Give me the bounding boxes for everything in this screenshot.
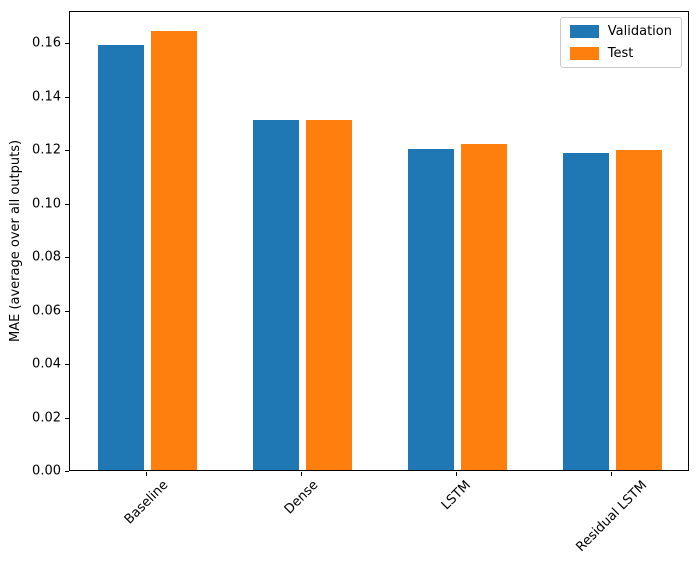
x-tick-label-dense: Dense: [281, 477, 322, 518]
bar-test-residual-lstm: [615, 150, 663, 470]
legend-label-test: Test: [607, 46, 634, 61]
y-tick-mark: [65, 471, 69, 472]
bar-validation-residual-lstm: [562, 153, 610, 470]
bar-validation-lstm: [407, 149, 455, 470]
y-tick-mark: [65, 417, 69, 419]
bar-test-dense: [305, 119, 353, 470]
y-tick-mark: [65, 96, 69, 98]
bar-test-lstm: [460, 143, 508, 470]
legend: Validation Test: [559, 17, 682, 68]
y-tick-mark: [65, 364, 69, 366]
y-tick-mark: [65, 310, 69, 312]
y-tick-label: 0.00: [32, 463, 61, 479]
y-tick-mark: [65, 150, 69, 152]
x-tick-mark: [456, 472, 457, 476]
bars-layer: [70, 12, 688, 470]
y-tick-label: 0.14: [32, 89, 61, 105]
legend-item-validation: Validation: [569, 24, 672, 39]
x-tick-label-residual-lstm: Residual LSTM: [572, 478, 650, 555]
y-tick-label: 0.06: [32, 303, 61, 319]
x-axis-ticks: Baseline Dense LSTM Residual LSTM: [69, 471, 689, 572]
y-tick-mark: [65, 203, 69, 205]
bar-validation-dense: [252, 119, 300, 470]
legend-item-test: Test: [569, 46, 672, 61]
bar-test-baseline: [150, 31, 198, 470]
bar-validation-baseline: [97, 44, 145, 470]
y-tick-mark: [65, 257, 69, 259]
x-tick-mark: [611, 472, 612, 476]
y-tick-label: 0.10: [32, 196, 61, 212]
y-tick-label: 0.08: [32, 249, 61, 265]
legend-swatch-test: [569, 47, 599, 60]
legend-label-validation: Validation: [607, 24, 672, 39]
y-tick-label: 0.02: [32, 410, 61, 425]
plot-area: Validation Test: [69, 11, 689, 471]
y-tick-label: 0.04: [32, 356, 61, 372]
x-tick-mark: [301, 472, 302, 476]
y-axis-ticks: 0.00 0.02 0.04 0.06 0.08 0.10 0.12 0.14 0.16: [0, 11, 69, 479]
x-tick-label-baseline: Baseline: [121, 477, 172, 528]
x-tick-label-lstm: LSTM: [438, 478, 474, 514]
y-tick-label: 0.16: [32, 35, 61, 51]
legend-swatch-validation: [569, 25, 599, 38]
x-tick-mark: [146, 472, 147, 476]
y-tick-label: 0.12: [32, 142, 61, 158]
y-tick-mark: [65, 43, 69, 45]
